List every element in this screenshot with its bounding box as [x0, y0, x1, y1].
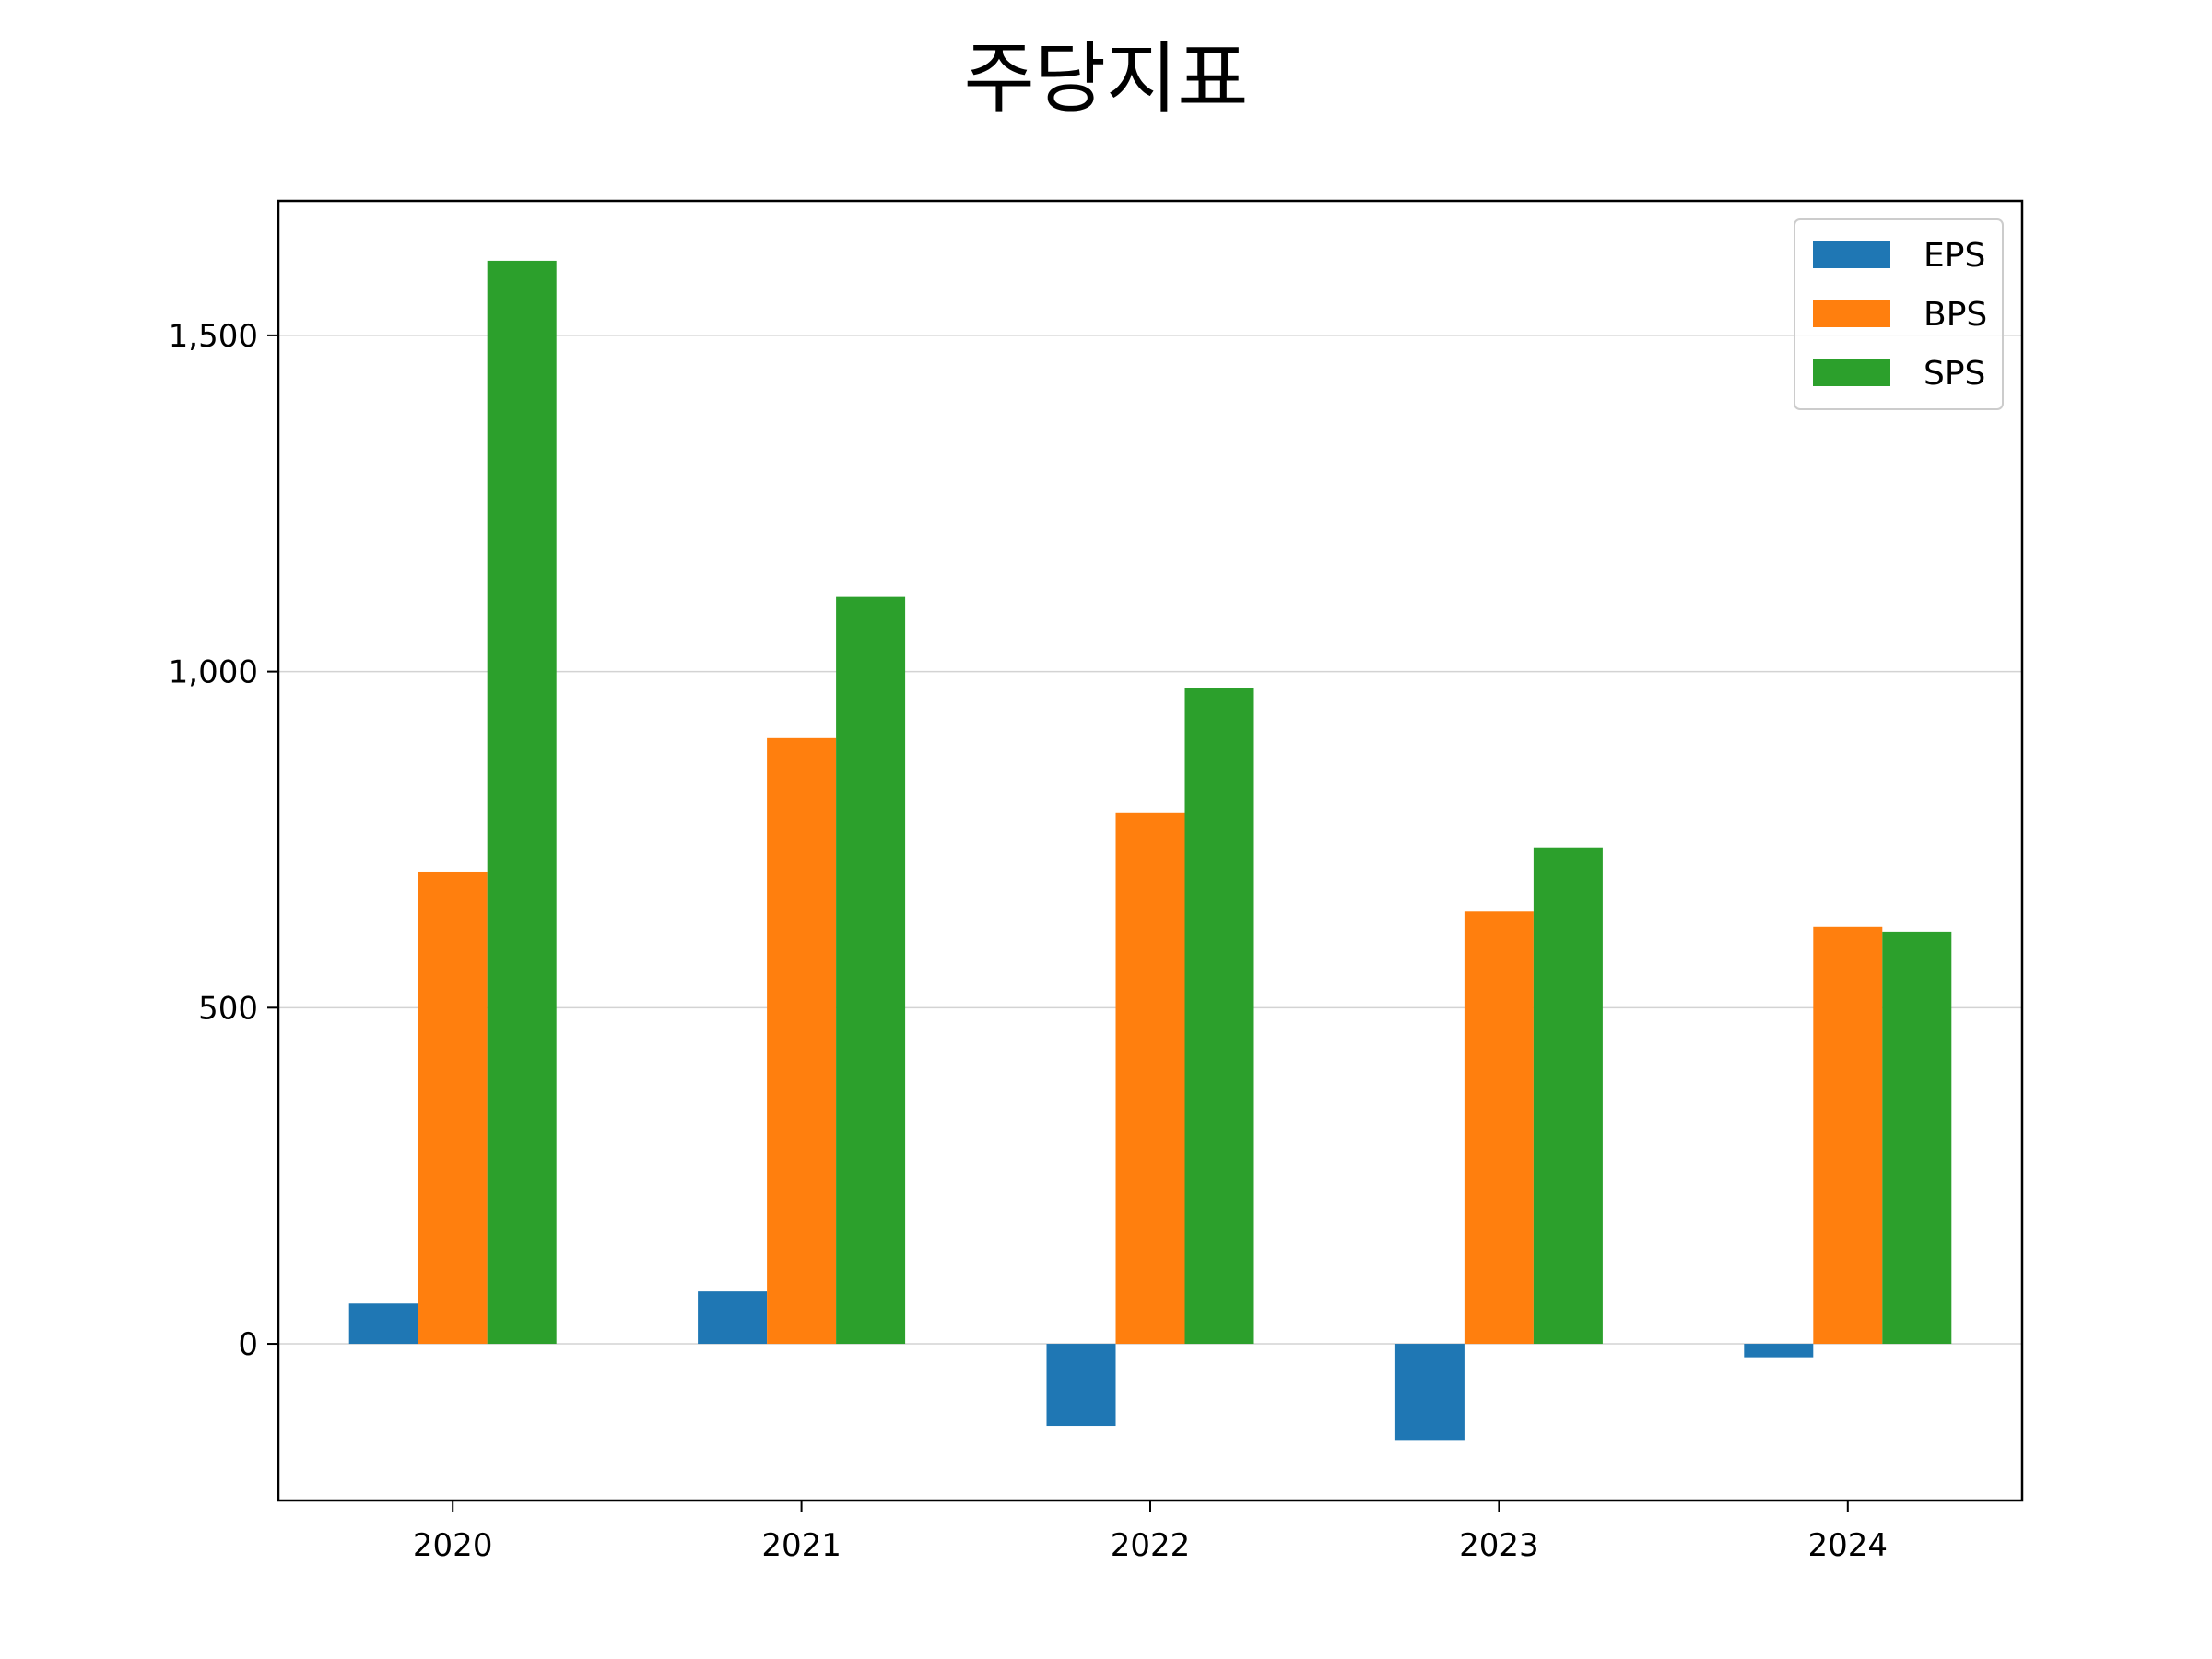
bars [348, 260, 1952, 1441]
x-tick-label: 2021 [761, 1527, 841, 1564]
bar-bps-2020 [418, 871, 488, 1345]
bar-eps-2024 [1744, 1344, 1814, 1358]
bar-bps-2023 [1464, 911, 1534, 1345]
legend-label-bps: BPS [1924, 296, 1987, 334]
legend-swatch-sps [1813, 359, 1890, 386]
bar-bps-2022 [1115, 812, 1185, 1345]
bar-sps-2022 [1184, 688, 1254, 1345]
bar-bps-2021 [767, 737, 837, 1345]
bar-sps-2024 [1882, 931, 1952, 1345]
y-tick-label: 1,500 [169, 318, 258, 355]
bar-bps-2024 [1813, 926, 1883, 1345]
x-axis: 2020 2021 2022 2023 2024 [413, 1500, 1888, 1564]
bar-eps-2020 [348, 1303, 418, 1345]
legend-label-sps: SPS [1924, 355, 1985, 393]
x-tick-label: 2020 [413, 1527, 493, 1564]
y-axis: 0 500 1,000 1,500 [169, 318, 278, 1363]
bar-eps-2021 [698, 1291, 768, 1345]
chart-title: 주당지표 [963, 33, 1249, 124]
legend-label-eps: EPS [1924, 237, 1985, 275]
legend-swatch-bps [1813, 300, 1890, 327]
bar-eps-2022 [1046, 1344, 1116, 1427]
y-tick-label: 500 [198, 990, 258, 1027]
legend: EPS BPS SPS [1794, 218, 2004, 410]
bar-sps-2021 [836, 596, 906, 1345]
bar-eps-2023 [1394, 1344, 1465, 1441]
bar-sps-2020 [487, 260, 557, 1345]
y-tick-label: 0 [238, 1326, 258, 1363]
legend-swatch-eps [1813, 241, 1890, 268]
x-tick-label: 2023 [1459, 1527, 1539, 1564]
x-tick-label: 2022 [1111, 1527, 1191, 1564]
x-tick-label: 2024 [1808, 1527, 1888, 1564]
bar-sps-2023 [1533, 847, 1603, 1345]
y-tick-label: 1,000 [169, 654, 258, 691]
